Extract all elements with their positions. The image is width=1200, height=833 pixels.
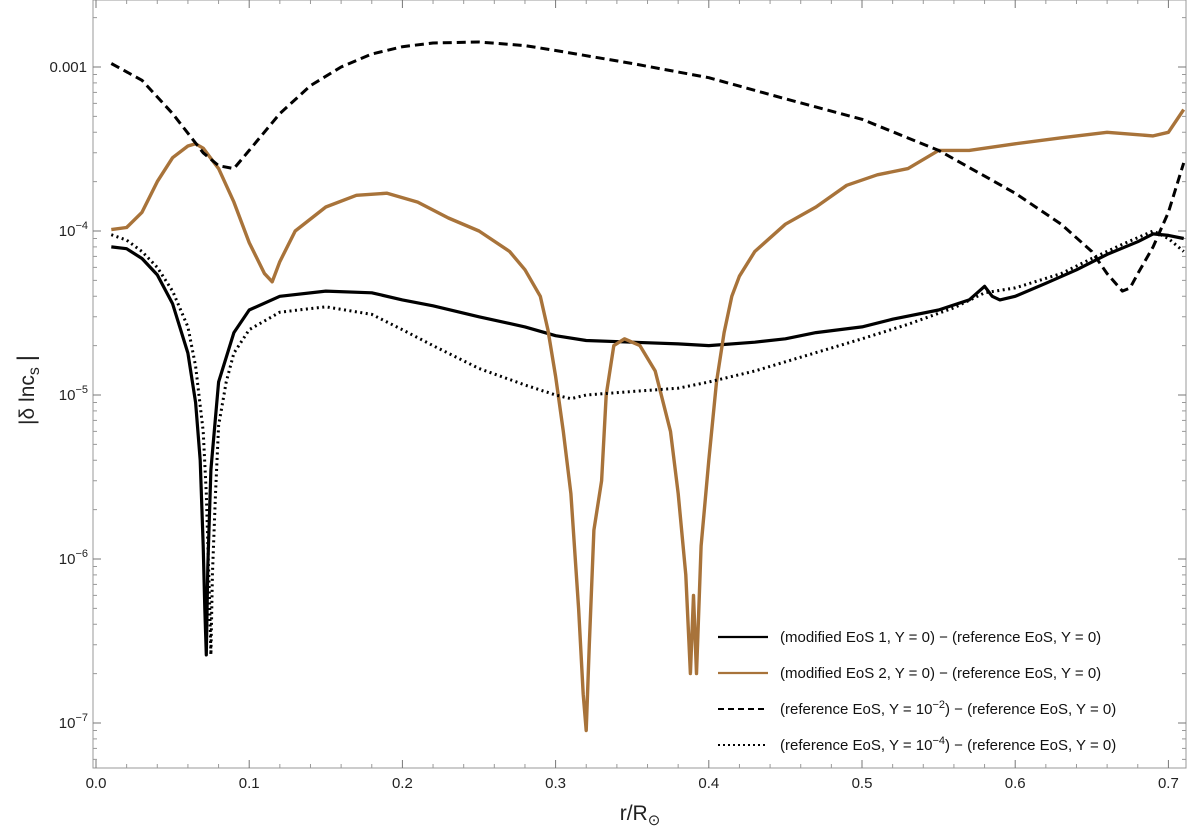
x-tick-label: 0.3	[545, 775, 566, 792]
x-tick-label: 0.2	[392, 775, 413, 792]
series-layer	[110, 40, 1186, 733]
legend-label-2: (modified EoS 2, Y = 0) − (reference EoS…	[780, 665, 1101, 682]
legend-label-3: (reference EoS, Y = 10−2) − (reference E…	[780, 699, 1116, 718]
y-tick-label: 10−6	[59, 548, 88, 568]
x-tick-label: 0.4	[698, 775, 719, 792]
y-axis-title: |δ lncs |	[13, 355, 44, 425]
x-tick-label: 0.5	[852, 775, 873, 792]
y-tick-label: 10−4	[59, 220, 88, 240]
x-tick-label: 0.1	[239, 775, 260, 792]
svg-text:|δ lncs |: |δ lncs |	[13, 355, 44, 425]
y-tick-label: 0.001	[49, 59, 87, 76]
series-line-3	[110, 40, 1186, 293]
legend: (modified EoS 1, Y = 0) − (reference EoS…	[718, 629, 1116, 754]
legend-label-1: (modified EoS 1, Y = 0) − (reference EoS…	[780, 629, 1101, 646]
y-tick-label: 10−5	[59, 384, 88, 404]
x-tick-label: 0.7	[1158, 775, 1179, 792]
series-line-1	[111, 232, 1185, 657]
legend-label-4: (reference EoS, Y = 10−4) − (reference E…	[780, 735, 1116, 754]
axis-ticks: 0.0 0.1 0.2 0.3 0.4 0.5 0.6 0.7 10−7 10−6 10−5 10−4…	[49, 0, 1186, 792]
x-tick-label: 0.6	[1005, 775, 1026, 792]
x-axis-title: r/R⊙	[620, 802, 661, 829]
plot-frame	[92, 0, 1187, 769]
y-tick-label: 10−7	[59, 712, 88, 732]
x-tick-label: 0.0	[86, 775, 107, 792]
series-line-2	[111, 108, 1186, 733]
